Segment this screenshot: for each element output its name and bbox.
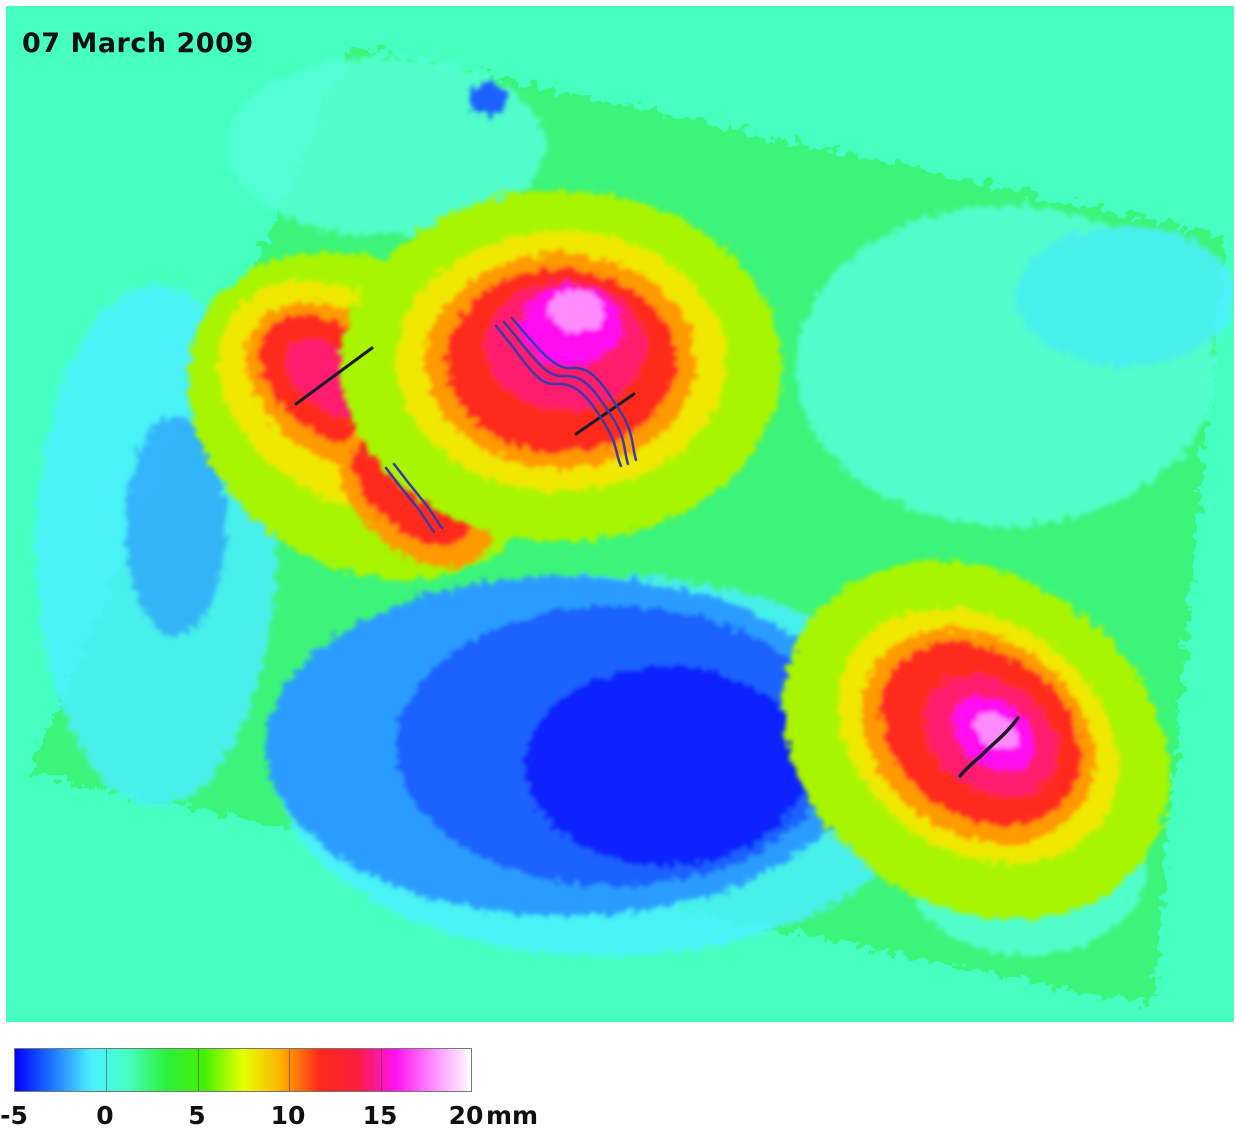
trace-nw-lobe: [294, 346, 374, 406]
colorbar-tick-label: 5: [188, 1101, 206, 1130]
south-east-uplift: [783, 561, 1169, 921]
deformation-map: 07 March 2009: [6, 6, 1234, 1022]
date-label: 07 March 2009: [22, 28, 254, 59]
trace-nc-wave-1: [494, 324, 623, 468]
well-traces: [294, 316, 1020, 778]
colorbar: [14, 1048, 472, 1092]
trace-nw-wave-1: [384, 466, 436, 534]
colorbar-tick-label: 15: [362, 1101, 398, 1130]
trace-nw-wave-2: [392, 462, 444, 530]
colorbar-divider: [381, 1049, 382, 1091]
colorbar-tick-label: 0: [96, 1101, 114, 1130]
colorbar-divider: [106, 1049, 107, 1091]
trace-nc-wave-3: [510, 316, 638, 462]
trace-nc-wave-2: [502, 320, 630, 466]
trace-north-central: [574, 392, 636, 436]
central-south-subsidence: [126, 82, 866, 916]
colorbar-unit-label: mm: [486, 1101, 539, 1130]
colorbar-divider: [289, 1049, 290, 1091]
colorbar-tick-label: -5: [0, 1101, 28, 1130]
colorbar-tick-label: 10: [270, 1101, 306, 1130]
trace-south-east: [958, 716, 1020, 778]
deformation-map-svg: [28, 46, 1234, 1006]
colorbar-divider: [198, 1049, 199, 1091]
colorbar-tick-label: 20: [448, 1101, 484, 1130]
